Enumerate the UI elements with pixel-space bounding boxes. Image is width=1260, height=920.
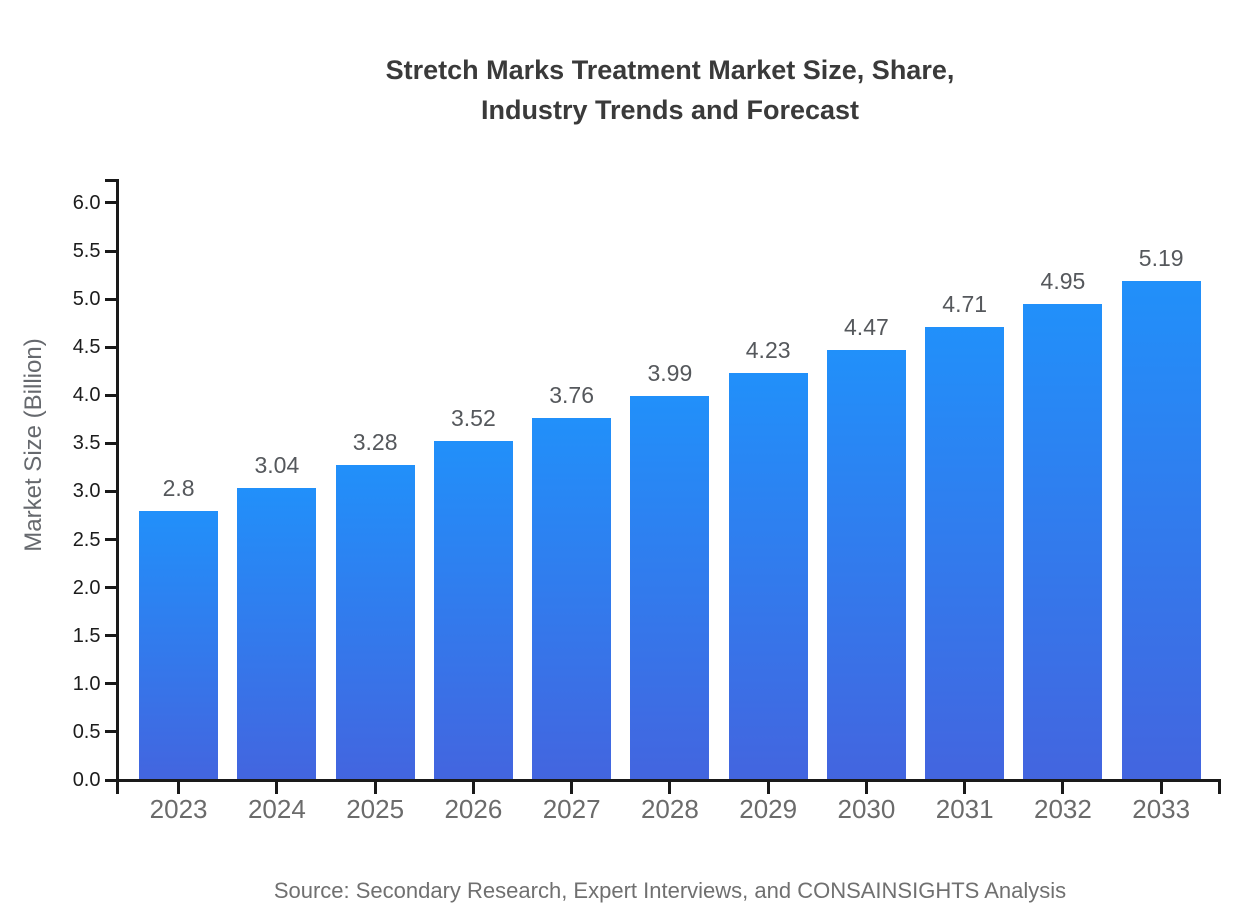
source-caption: Source: Secondary Research, Expert Inter…	[273, 878, 1067, 903]
chart-title: Stretch Marks Treatment Market Size, Sha…	[385, 55, 955, 125]
y-tick-label: 3.5	[72, 432, 101, 455]
y-tick	[104, 201, 117, 205]
bar	[728, 373, 808, 780]
bar	[826, 350, 906, 780]
x-tick	[373, 778, 377, 794]
x-tick	[1061, 778, 1065, 794]
x-tick-label: 2029	[739, 794, 798, 824]
y-axis-line	[115, 178, 119, 794]
x-tick-label: 2028	[640, 794, 699, 824]
y-tick	[104, 441, 117, 445]
bar-value-label: 3.76	[549, 382, 594, 409]
bar	[925, 327, 1005, 780]
y-tick	[104, 345, 117, 349]
x-tick-label: 2025	[346, 794, 405, 824]
bar	[139, 510, 219, 780]
y-tick-label: 1.5	[72, 624, 101, 647]
x-tick	[766, 778, 770, 794]
bar	[237, 487, 317, 780]
bar-value-label: 4.95	[1040, 267, 1086, 294]
y-tick	[104, 778, 117, 782]
y-tick-label: 3.0	[72, 480, 101, 503]
y-tick	[104, 730, 117, 734]
bar-value-label: 4.23	[745, 337, 791, 364]
y-tick	[104, 682, 117, 686]
x-tick	[570, 778, 574, 794]
bar-value-label: 3.28	[352, 428, 398, 455]
x-tick	[864, 778, 868, 794]
bar-value-label: 4.47	[844, 314, 889, 341]
x-tick-label: 2032	[1034, 794, 1092, 824]
y-tick	[104, 586, 117, 590]
x-tick	[963, 778, 967, 794]
y-tick-label: 0.5	[72, 720, 101, 743]
y-tick-label: 4.0	[72, 384, 101, 407]
y-tick	[104, 489, 117, 493]
bar-value-label: 2.8	[162, 474, 195, 501]
y-tick-label: 5.5	[72, 240, 101, 263]
y-tick	[104, 538, 117, 542]
y-axis-end-cap	[104, 178, 117, 182]
bar	[630, 396, 710, 780]
x-tick	[275, 778, 279, 794]
x-tick	[668, 778, 672, 794]
bar-value-label: 5.19	[1138, 244, 1184, 271]
y-tick-label: 2.0	[72, 576, 101, 599]
x-tick	[177, 778, 181, 794]
x-tick-label: 2026	[444, 794, 503, 824]
y-tick	[104, 297, 117, 301]
x-tick-label: 2033	[1132, 794, 1191, 824]
bar-value-label: 4.71	[942, 291, 988, 318]
bar-value-label: 3.52	[450, 405, 496, 432]
x-tick-label: 2024	[247, 794, 306, 824]
x-tick-label: 2031	[935, 794, 994, 824]
x-tick-label: 2027	[542, 794, 601, 824]
bar	[433, 441, 513, 780]
y-tick-label: 0.0	[72, 769, 101, 791]
y-tick-label: 2.5	[72, 528, 101, 551]
bar-value-label: 3.99	[647, 360, 693, 387]
x-tick-label: 2023	[149, 794, 208, 824]
bar	[1023, 303, 1103, 780]
y-tick-label: 6.0	[72, 191, 101, 214]
bar-value-label: 3.04	[254, 451, 300, 478]
y-tick	[104, 249, 117, 253]
y-tick	[104, 393, 117, 397]
x-axis-line	[105, 778, 1221, 782]
y-tick	[104, 634, 117, 638]
bar	[335, 464, 415, 780]
x-tick	[471, 778, 475, 794]
x-axis-end-cap	[1218, 778, 1221, 794]
x-tick	[1159, 778, 1163, 794]
x-tick-label: 2030	[837, 794, 896, 824]
y-tick-label: 5.0	[72, 288, 101, 311]
bar	[1121, 280, 1201, 780]
y-tick-label: 1.0	[72, 672, 101, 695]
y-tick-label: 4.5	[72, 336, 101, 359]
bar	[532, 418, 612, 780]
